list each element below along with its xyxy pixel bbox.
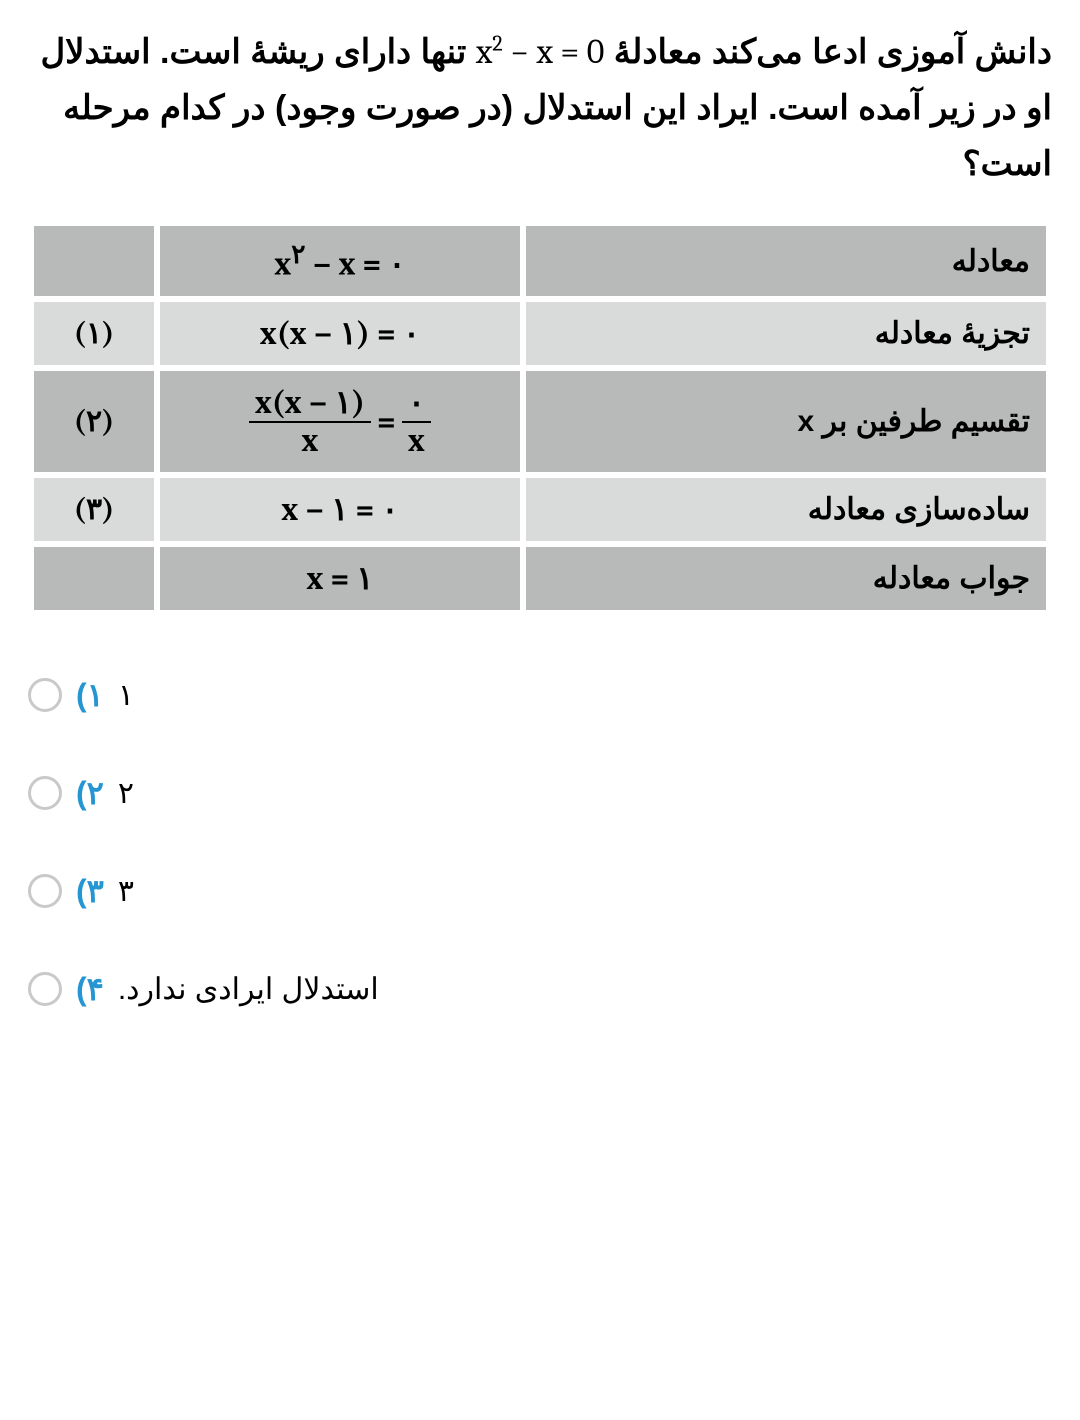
question-stem: دانش آموزی ادعا می‌کند معادلهٔ x2 − x = … bbox=[28, 24, 1052, 192]
step-math: x۲ − x = ۰ bbox=[160, 226, 520, 296]
option-3[interactable]: ۳) ۳ bbox=[28, 872, 1052, 910]
option-text: ۱ bbox=[118, 678, 134, 713]
table-row: تجزیهٔ معادلهx(x − ۱) = ۰(۱) bbox=[34, 302, 1046, 365]
radio-icon[interactable] bbox=[28, 678, 62, 712]
step-math: x(x − ۱)x=۰x bbox=[160, 371, 520, 471]
step-description: تجزیهٔ معادله bbox=[526, 302, 1046, 365]
option-4[interactable]: ۴) استدلال ایرادی ندارد. bbox=[28, 970, 1052, 1008]
table-row: ساده‌سازی معادلهx − ۱ = ۰(۳) bbox=[34, 478, 1046, 541]
radio-icon[interactable] bbox=[28, 972, 62, 1006]
question-equation: x2 − x = 0 bbox=[476, 24, 604, 80]
step-number bbox=[34, 226, 154, 296]
steps-table: معادلهx۲ − x = ۰تجزیهٔ معادلهx(x − ۱) = … bbox=[28, 220, 1052, 616]
option-text: ۲ bbox=[118, 776, 134, 811]
option-number: ۱) bbox=[76, 676, 104, 714]
step-number: (۱) bbox=[34, 302, 154, 365]
step-math: x − ۱ = ۰ bbox=[160, 478, 520, 541]
option-text: استدلال ایرادی ندارد. bbox=[118, 972, 379, 1007]
question-part1: دانش آموزی ادعا می‌کند معادلهٔ bbox=[614, 33, 1052, 71]
table-row: معادلهx۲ − x = ۰ bbox=[34, 226, 1046, 296]
step-description: معادله bbox=[526, 226, 1046, 296]
step-number: (۲) bbox=[34, 371, 154, 471]
radio-icon[interactable] bbox=[28, 776, 62, 810]
option-text: ۳ bbox=[118, 874, 134, 909]
option-number: ۴) bbox=[76, 970, 104, 1008]
table-row: جواب معادلهx = ۱ bbox=[34, 547, 1046, 610]
step-math: x = ۱ bbox=[160, 547, 520, 610]
option-number: ۳) bbox=[76, 872, 104, 910]
step-math: x(x − ۱) = ۰ bbox=[160, 302, 520, 365]
option-1[interactable]: ۱) ۱ bbox=[28, 676, 1052, 714]
option-number: ۲) bbox=[76, 774, 104, 812]
step-number: (۳) bbox=[34, 478, 154, 541]
option-2[interactable]: ۲) ۲ bbox=[28, 774, 1052, 812]
step-number bbox=[34, 547, 154, 610]
steps-tbody: معادلهx۲ − x = ۰تجزیهٔ معادلهx(x − ۱) = … bbox=[34, 226, 1046, 610]
step-description: تقسیم طرفین بر x bbox=[526, 371, 1046, 471]
options-list: ۱) ۱ ۲) ۲ ۳) ۳ ۴) استدلال ایرادی ندارد. bbox=[28, 676, 1052, 1008]
step-description: ساده‌سازی معادله bbox=[526, 478, 1046, 541]
step-description: جواب معادله bbox=[526, 547, 1046, 610]
table-row: تقسیم طرفین بر xx(x − ۱)x=۰x(۲) bbox=[34, 371, 1046, 471]
radio-icon[interactable] bbox=[28, 874, 62, 908]
